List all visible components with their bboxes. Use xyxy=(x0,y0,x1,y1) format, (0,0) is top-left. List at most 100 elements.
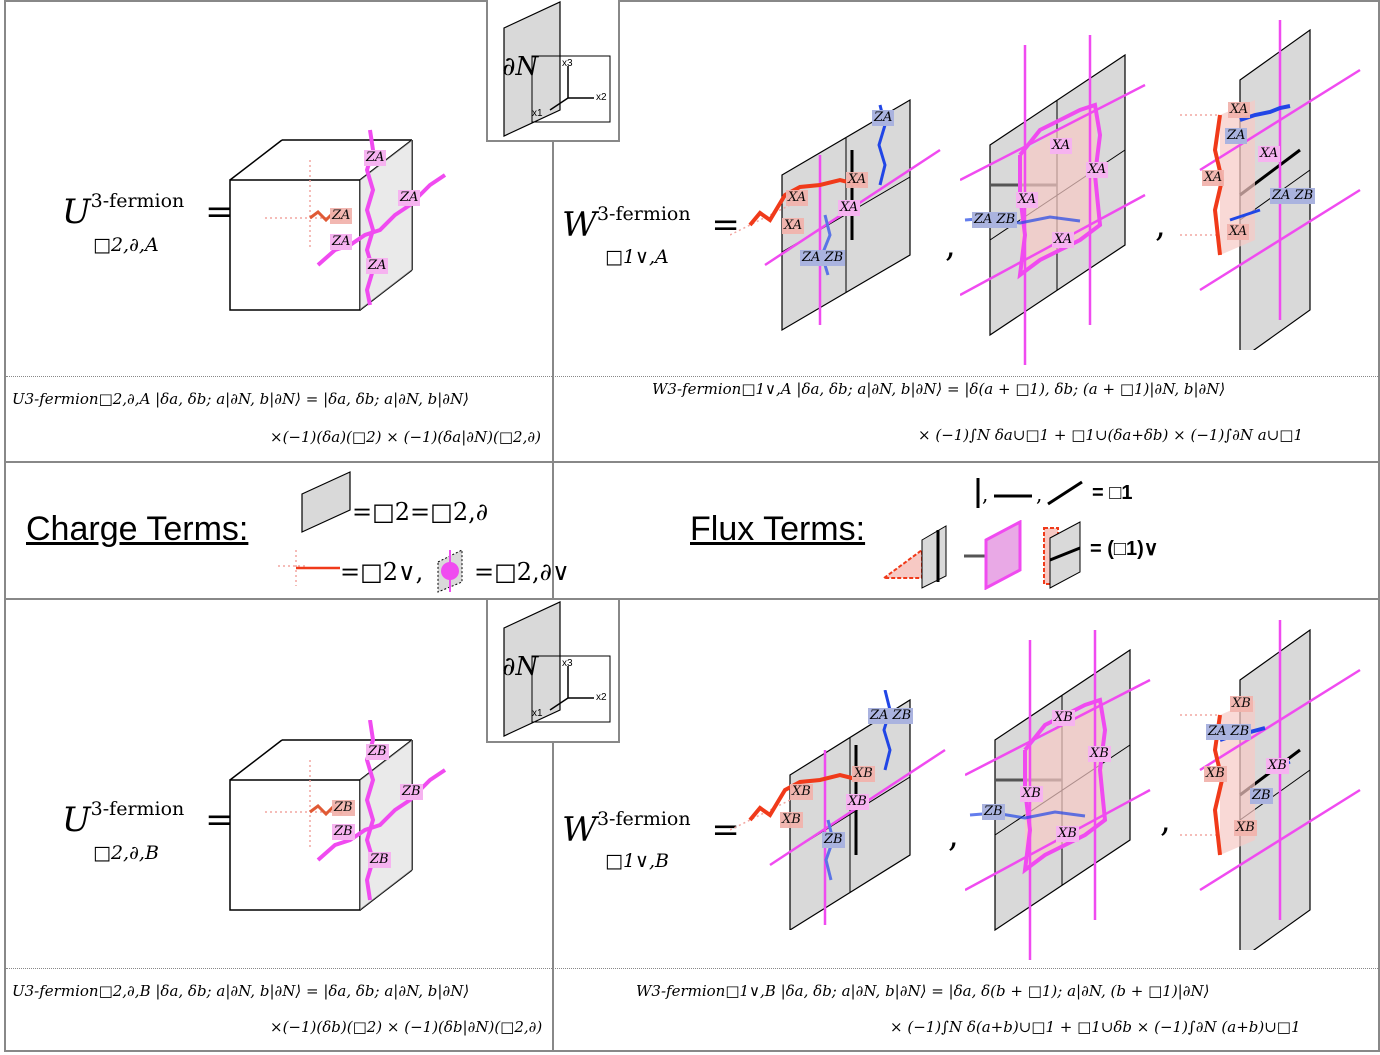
top-w2-label-4: ZA ZB xyxy=(972,212,1018,228)
flux-comma-1: , xyxy=(982,482,989,506)
bottom-axis-x1: x1 xyxy=(532,708,543,719)
bottom-w2-label-3: XB xyxy=(1020,786,1043,802)
top-u-label-3: ZA xyxy=(330,208,353,224)
top-u-sup: 3-fermion xyxy=(90,189,185,212)
outer-frame xyxy=(4,0,1380,1052)
bottom-w-action-line1: W3-fermion□1∨,B |δa, δb; a|∂N, b|∂N⟩ = |… xyxy=(636,982,1210,1000)
bottom-axis-x3: x3 xyxy=(562,658,573,669)
top-u-base: U xyxy=(62,192,91,232)
flux-plaquette-icons xyxy=(882,520,1081,590)
bottom-u-label-2: ZB xyxy=(400,784,423,800)
divider-mid-vertical xyxy=(552,462,554,599)
flux-eq-1: = □1 xyxy=(1092,482,1133,504)
bottom-w-sup: 3-fermion xyxy=(596,807,691,830)
charge-terms-title: Charge Terms: xyxy=(26,510,249,548)
top-w1-label-5: XA xyxy=(782,218,805,234)
top-w3-label-2: ZA xyxy=(1225,128,1248,144)
top-w1-label-2: XA xyxy=(786,190,809,206)
charge-eq-1: =□2=□2,∂ xyxy=(352,498,489,526)
bottom-w1-label-6: ZB xyxy=(822,832,845,848)
bottom-axis-x2: x2 xyxy=(596,692,607,703)
bottom-w-comma-2: , xyxy=(1160,800,1171,840)
divider-bottom-dotted xyxy=(6,968,1378,969)
top-w3-label-5: ZA ZB xyxy=(1270,188,1316,204)
top-axis-x2: x2 xyxy=(596,92,607,103)
bottom-w3-label-3: XB xyxy=(1204,766,1227,782)
bottom-u-label-1: ZB xyxy=(366,744,389,760)
bottom-w3-label-5: ZB xyxy=(1250,788,1273,804)
top-axis-x3: x3 xyxy=(562,58,573,69)
top-u-equals: = xyxy=(205,192,234,232)
top-w-comma-2: , xyxy=(1155,205,1166,245)
top-w-action-line2: × (−1)∫N δa∪□1 + □1∪(δa+δb) × (−1)∫∂N a∪… xyxy=(918,426,1303,444)
bottom-w1-label-3: XB xyxy=(852,766,875,782)
top-w2-label-5: XA xyxy=(1052,232,1075,248)
bottom-w3-label-4: XB xyxy=(1266,758,1289,774)
divider-bottom-vertical xyxy=(552,599,554,1052)
bottom-u-equals: = xyxy=(205,800,234,840)
top-w-comma-1: , xyxy=(945,225,956,265)
top-w1-label-4: XA xyxy=(838,200,861,216)
divider-top-dotted xyxy=(6,376,1378,377)
flux-comma-2: , xyxy=(1036,482,1043,506)
bottom-u-label-5: ZB xyxy=(368,852,391,868)
top-u-action-line1: U3-fermion□2,∂,A |δa, δb; a|∂N, b|∂N⟩ = … xyxy=(12,390,470,408)
bottom-w-lhs: W3-fermion = xyxy=(562,807,740,850)
bottom-w1-label-2: XB xyxy=(790,784,813,800)
top-w3-label-3: XA xyxy=(1258,146,1281,162)
top-w3-label-6: XA xyxy=(1227,224,1250,240)
flux-eq-2: = (□1)∨ xyxy=(1090,538,1159,560)
bottom-u-action-line2: ×(−1)(δb)(□2) × (−1)(δb|∂N)(□2,∂) xyxy=(270,1018,543,1036)
top-w-base: W xyxy=(562,205,597,245)
bottom-w3-label-2: ZA ZB xyxy=(1206,724,1252,740)
top-w2-label-1: XA xyxy=(1050,138,1073,154)
flux-edge-icons xyxy=(976,478,1083,508)
bottom-u-action-line1: U3-fermion□2,∂,B |δa, δb; a|∂N, b|∂N⟩ = … xyxy=(12,982,470,1000)
top-w1-label-1: ZA xyxy=(872,110,895,126)
bottom-cube-diagram xyxy=(229,720,447,911)
top-w2-label-3: XA xyxy=(1016,192,1039,208)
top-boundary-plate xyxy=(503,1,611,137)
top-w1-label-3: XA xyxy=(846,172,869,188)
top-w-equals: = xyxy=(711,205,740,245)
top-w-lhs: W3-fermion = xyxy=(562,202,740,245)
bottom-boundary-label: ∂N xyxy=(502,652,539,682)
bottom-w-sub: □1∨,B xyxy=(605,850,669,872)
bottom-u-sub: □2,∂,B xyxy=(93,842,159,864)
top-w-sup: 3-fermion xyxy=(596,202,691,225)
bottom-w3-label-6: XB xyxy=(1234,820,1257,836)
bottom-w-action-line2: × (−1)∫N δ(a+b)∪□1 + □1∪δb × (−1)∫∂N (a+… xyxy=(890,1018,1301,1036)
bottom-u-lhs: U3-fermion = xyxy=(62,798,234,840)
bottom-w-diagram-2 xyxy=(965,630,1151,960)
top-w-diagram-2 xyxy=(960,35,1146,365)
bottom-boundary-plate xyxy=(503,601,611,737)
top-u-lhs: U3-fermion = xyxy=(62,189,234,232)
top-axis-x1: x1 xyxy=(532,108,543,119)
charge-plate-icon xyxy=(301,471,351,533)
top-boundary-label: ∂N xyxy=(502,52,539,82)
top-u-label-4: ZA xyxy=(330,234,353,250)
bottom-w2-label-1: XB xyxy=(1052,710,1075,726)
top-w2-label-2: XA xyxy=(1086,162,1109,178)
top-u-label-5: ZA xyxy=(366,258,389,274)
top-u-sub: □2,∂,A xyxy=(93,234,159,256)
bottom-boundary-inset: ∂N x3 x2 x1 xyxy=(486,600,620,743)
bottom-w2-label-5: XB xyxy=(1056,826,1079,842)
flux-terms-title: Flux Terms: xyxy=(690,510,866,548)
top-boundary-inset: ∂N x3 x2 x1 xyxy=(486,0,620,142)
bottom-u-label-3: ZB xyxy=(332,800,355,816)
top-u-label-2: ZA xyxy=(398,190,421,206)
top-w-sub: □1∨,A xyxy=(605,246,669,268)
top-w3-label-1: XA xyxy=(1228,102,1251,118)
charge-line-icon xyxy=(278,550,340,586)
top-u-action-line2: ×(−1)(δa)(□2) × (−1)(δa|∂N)(□2,∂) xyxy=(270,428,541,446)
top-w-action-line1: W3-fermion□1∨,A |δa, δb; a|∂N, b|∂N⟩ = |… xyxy=(652,380,1226,398)
top-u-label-1: ZA xyxy=(364,150,387,166)
bottom-w-diagram-3 xyxy=(1180,620,1361,950)
top-w1-label-6: ZA ZB xyxy=(800,250,846,266)
bottom-w-base: W xyxy=(562,810,597,850)
bottom-w1-label-1: ZA ZB xyxy=(868,708,914,724)
bottom-w3-label-1: XB xyxy=(1230,696,1253,712)
charge-eq-2: =□2∨, xyxy=(340,558,424,586)
charge-eq-3: =□2,∂∨ xyxy=(474,558,570,586)
